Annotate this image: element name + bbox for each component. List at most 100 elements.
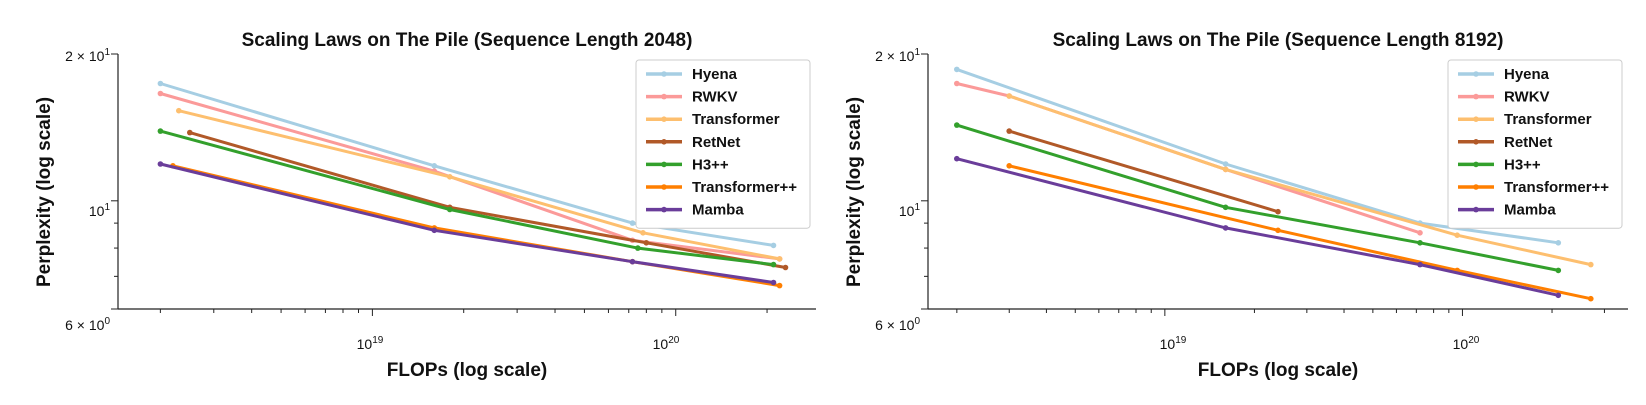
- data-point: [1588, 261, 1594, 268]
- legend-label: RetNet: [692, 134, 740, 151]
- x-axis-label-1: FLOPs (log scale): [387, 360, 547, 381]
- data-point: [1222, 161, 1229, 167]
- data-point: [1222, 166, 1229, 173]
- data-point: [447, 174, 453, 180]
- data-point: [447, 206, 453, 213]
- data-point: [776, 256, 783, 262]
- series-line-retnet: [1007, 129, 1280, 214]
- svg-text:1020: 1020: [653, 335, 680, 352]
- data-point: [954, 66, 960, 73]
- x-tick-label-1-1e19: 1019: [357, 335, 384, 352]
- data-point: [1417, 230, 1423, 236]
- data-point: [1417, 240, 1423, 246]
- series-line-mamba: [158, 162, 775, 284]
- data-point: [1454, 232, 1460, 238]
- legend-marker: [661, 206, 667, 213]
- legend-marker: [1473, 139, 1479, 145]
- legend-marker: [661, 139, 667, 145]
- legend-marker: [661, 161, 667, 168]
- series-line-transformerpp: [1007, 164, 1593, 301]
- legend-marker: [1473, 161, 1479, 168]
- x-tick-label-2-1e19: 1019: [1160, 335, 1187, 352]
- panel-1: Scaling Laws on The Pile (Sequence Lengt…: [34, 30, 692, 381]
- plot-area-2: Hyena RWKV Transformer RetNet H3++ Transforme…: [921, 53, 1628, 316]
- data-point: [1222, 204, 1229, 211]
- y-tick-label-1-10: 101: [89, 202, 111, 219]
- data-point: [157, 90, 164, 97]
- data-point: [1555, 240, 1562, 246]
- data-point: [629, 220, 636, 226]
- legend-label: Mamba: [1504, 202, 1556, 219]
- legend-label: RetNet: [1504, 134, 1552, 151]
- legend-marker: [661, 71, 667, 77]
- legend-marker: [661, 93, 667, 100]
- legend-label: Transformer++: [1504, 179, 1609, 196]
- legend-label: Hyena: [1504, 66, 1550, 83]
- data-point: [1417, 261, 1423, 268]
- data-point: [187, 129, 193, 136]
- legend-label: H3++: [692, 156, 729, 173]
- svg-text:1019: 1019: [357, 335, 384, 352]
- y-tick-label-1-6: 6 × 100: [65, 316, 110, 333]
- legend-label: RWKV: [1504, 89, 1550, 106]
- svg-text:1019: 1019: [1160, 335, 1187, 352]
- legend-marker: [1473, 184, 1479, 190]
- data-point: [643, 240, 650, 246]
- data-point: [770, 261, 777, 268]
- data-point: [782, 264, 789, 271]
- data-point: [954, 80, 960, 87]
- series-line-h3pp: [955, 123, 1560, 272]
- legend-label: Hyena: [692, 66, 738, 83]
- series-line-rwkv: [158, 92, 782, 261]
- y-axis-label-2: Perplexity (log scale): [844, 97, 865, 287]
- series-line-transformer: [177, 109, 782, 261]
- legend-label: H3++: [1504, 156, 1541, 173]
- data-point: [1222, 225, 1229, 231]
- data-point: [1275, 208, 1281, 215]
- svg-text:1020: 1020: [1453, 335, 1480, 352]
- y-axis-label-1: Perplexity (log scale): [34, 97, 55, 287]
- legend-2: Hyena RWKV Transformer RetNet H3++ Transforme…: [1447, 59, 1623, 229]
- legend-marker: [1473, 116, 1479, 122]
- legend-label: Transformer++: [692, 179, 797, 196]
- data-point: [635, 245, 641, 251]
- svg-text:101: 101: [899, 202, 921, 219]
- legend-label: Mamba: [692, 202, 744, 219]
- y-tick-label-2-20: 2 × 101: [875, 47, 920, 64]
- data-point: [157, 80, 164, 87]
- legend-marker: [1473, 206, 1479, 213]
- svg-text:2 × 101: 2 × 101: [65, 47, 110, 64]
- data-point: [157, 128, 164, 134]
- data-point: [1588, 295, 1594, 302]
- data-point: [1006, 163, 1012, 169]
- y-tick-label-1-20: 2 × 101: [65, 47, 110, 64]
- data-point: [1006, 128, 1012, 134]
- legend-marker: [1473, 71, 1479, 77]
- legend-1: Hyena RWKV Transformer RetNet H3++ Transforme…: [635, 59, 811, 229]
- data-point: [431, 227, 438, 234]
- legend-marker: [1473, 93, 1479, 100]
- data-point: [157, 161, 164, 167]
- svg-text:2 × 101: 2 × 101: [875, 47, 920, 64]
- series-line-hyena: [158, 82, 775, 247]
- data-point: [776, 282, 783, 289]
- data-point: [1006, 93, 1012, 99]
- y-tick-label-2-6: 6 × 100: [875, 316, 920, 333]
- series-line-h3pp: [158, 129, 775, 267]
- data-point: [176, 107, 182, 114]
- data-point: [770, 279, 777, 286]
- svg-text:101: 101: [89, 202, 111, 219]
- data-point: [1555, 292, 1562, 299]
- legend-label: Transformer: [692, 111, 780, 128]
- data-point: [954, 155, 960, 162]
- data-point: [629, 258, 636, 265]
- svg-text:6 × 100: 6 × 100: [65, 316, 110, 333]
- data-point: [954, 122, 960, 128]
- series-line-mamba: [955, 157, 1560, 297]
- legend-marker: [661, 116, 667, 122]
- x-tick-label-1-1e20: 1020: [653, 335, 680, 352]
- chart-title-2: Scaling Laws on The Pile (Sequence Lengt…: [1053, 30, 1504, 51]
- legend-label: Transformer: [1504, 111, 1592, 128]
